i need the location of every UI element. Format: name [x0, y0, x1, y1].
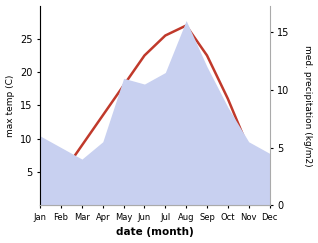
- Y-axis label: med. precipitation (kg/m2): med. precipitation (kg/m2): [303, 44, 313, 166]
- X-axis label: date (month): date (month): [116, 227, 194, 237]
- Y-axis label: max temp (C): max temp (C): [5, 74, 15, 137]
